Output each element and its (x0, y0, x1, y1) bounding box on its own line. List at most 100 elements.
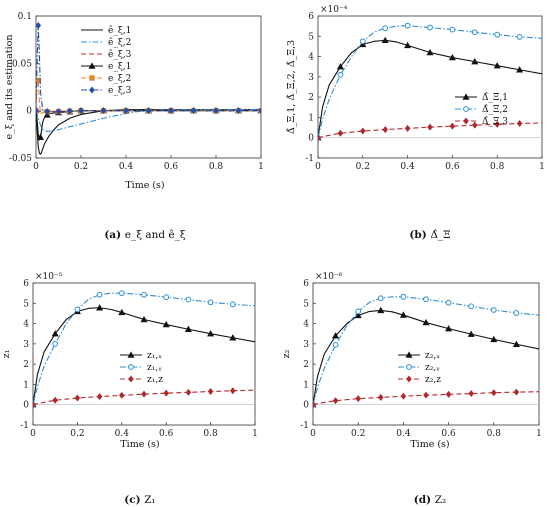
y-tick-label: -0.05 (9, 154, 32, 164)
data-point (190, 107, 197, 115)
data-point (141, 291, 147, 298)
data-point (423, 391, 429, 399)
legend-entry: e_ξ,1 (108, 62, 131, 72)
legend-entry: e_ξ,3 (108, 86, 132, 96)
axis-exponent: ×10⁻⁵ (35, 272, 63, 282)
caption-prefix: (a) (104, 229, 124, 241)
legend-marker (89, 75, 95, 81)
x-tick-label: 0.8 (490, 162, 505, 172)
series-line-1 (318, 39, 542, 138)
data-point (359, 38, 366, 45)
data-point (332, 397, 339, 405)
data-point (74, 394, 81, 402)
x-tick-label: 1 (536, 429, 542, 439)
data-point (258, 107, 261, 115)
x-tick-label: 0.6 (159, 429, 174, 439)
caption-text: e_ξ and ê_ξ (125, 229, 186, 241)
plot-frame (312, 282, 540, 426)
y-tick-label: 4 (308, 53, 314, 63)
panel-caption: (c) Z₁ (124, 494, 156, 506)
caption-prefix: (b) (409, 229, 430, 241)
data-point (377, 306, 385, 314)
x-tick-label: 0.4 (396, 429, 411, 439)
x-tick-label: 0.2 (70, 429, 84, 439)
x-tick-label: 1 (258, 162, 264, 172)
x-tick-label: 0.8 (209, 162, 224, 172)
data-point (74, 306, 81, 313)
data-point (422, 318, 430, 326)
y-tick-label: 3 (23, 340, 29, 350)
series-line-1 (313, 309, 539, 405)
data-point (494, 120, 500, 128)
data-point (360, 127, 366, 135)
data-point (162, 320, 170, 328)
data-point (516, 33, 523, 40)
x-tick-label: 0.4 (115, 429, 130, 439)
data-point (52, 396, 58, 404)
data-point (448, 53, 456, 61)
y-axis-label: z₂ (281, 349, 292, 358)
data-point (382, 25, 389, 32)
data-point (381, 36, 389, 44)
legend-marker (463, 117, 469, 125)
data-point (355, 395, 361, 403)
data-point (423, 296, 429, 303)
data-point (471, 29, 478, 36)
data-point (468, 390, 474, 398)
data-point (207, 299, 214, 306)
y-tick-label: 3 (303, 340, 309, 350)
x-tick-label: 0 (310, 429, 316, 439)
data-point (313, 401, 316, 409)
data-point (332, 341, 339, 348)
data-point (207, 330, 215, 337)
x-axis-label: Time (s) (120, 439, 159, 450)
series-line-2 (313, 296, 539, 405)
data-point (55, 108, 62, 116)
data-point (426, 48, 434, 56)
plot-frame (317, 15, 543, 159)
data-point (337, 129, 344, 137)
y-tick-label: 5 (303, 299, 309, 309)
legend-entry: z₁,ᵧ (147, 363, 162, 373)
y-tick-label: 3 (308, 73, 314, 83)
x-tick-label: 1 (252, 429, 258, 439)
data-point (185, 388, 192, 396)
data-point (516, 66, 524, 73)
y-tick-label: 6 (308, 12, 314, 22)
y-tick-label: 0 (308, 134, 314, 144)
data-point (229, 301, 236, 308)
data-point (336, 63, 344, 70)
data-point (445, 390, 452, 398)
data-point (382, 126, 388, 134)
data-point (163, 294, 170, 301)
data-point (185, 296, 192, 303)
series-line-1 (33, 307, 255, 405)
data-point (145, 107, 152, 115)
x-tick-label: 0.6 (441, 429, 456, 439)
data-point (467, 330, 475, 337)
plot-area (33, 290, 255, 409)
series-line-2 (36, 109, 261, 133)
data-point (118, 290, 125, 297)
x-axis-label: Time (s) (410, 439, 449, 450)
data-point (493, 62, 501, 69)
legend-entry: Δ̂_Ξ,2 (482, 104, 508, 115)
y-tick-label: -1 (20, 421, 29, 431)
x-axis-label: Time (s) (125, 180, 164, 191)
data-point (471, 58, 479, 65)
x-tick-label: 0.4 (400, 162, 415, 172)
legend: ê_ξ,1ê_ξ,2ê_ξ,3 e_ξ,1 e_ξ,2 e_ξ,3 (81, 25, 132, 96)
plot-area (36, 21, 261, 155)
legend-entry: e_ξ,2 (108, 74, 131, 84)
data-point (472, 121, 478, 129)
data-point (404, 124, 411, 132)
data-point (513, 310, 520, 316)
y-tick-label: 1 (303, 380, 309, 390)
data-point (163, 389, 169, 397)
x-tick-label: 0.4 (119, 162, 134, 172)
data-point (427, 123, 433, 131)
series-line-2 (318, 25, 542, 138)
data-point (140, 315, 148, 323)
